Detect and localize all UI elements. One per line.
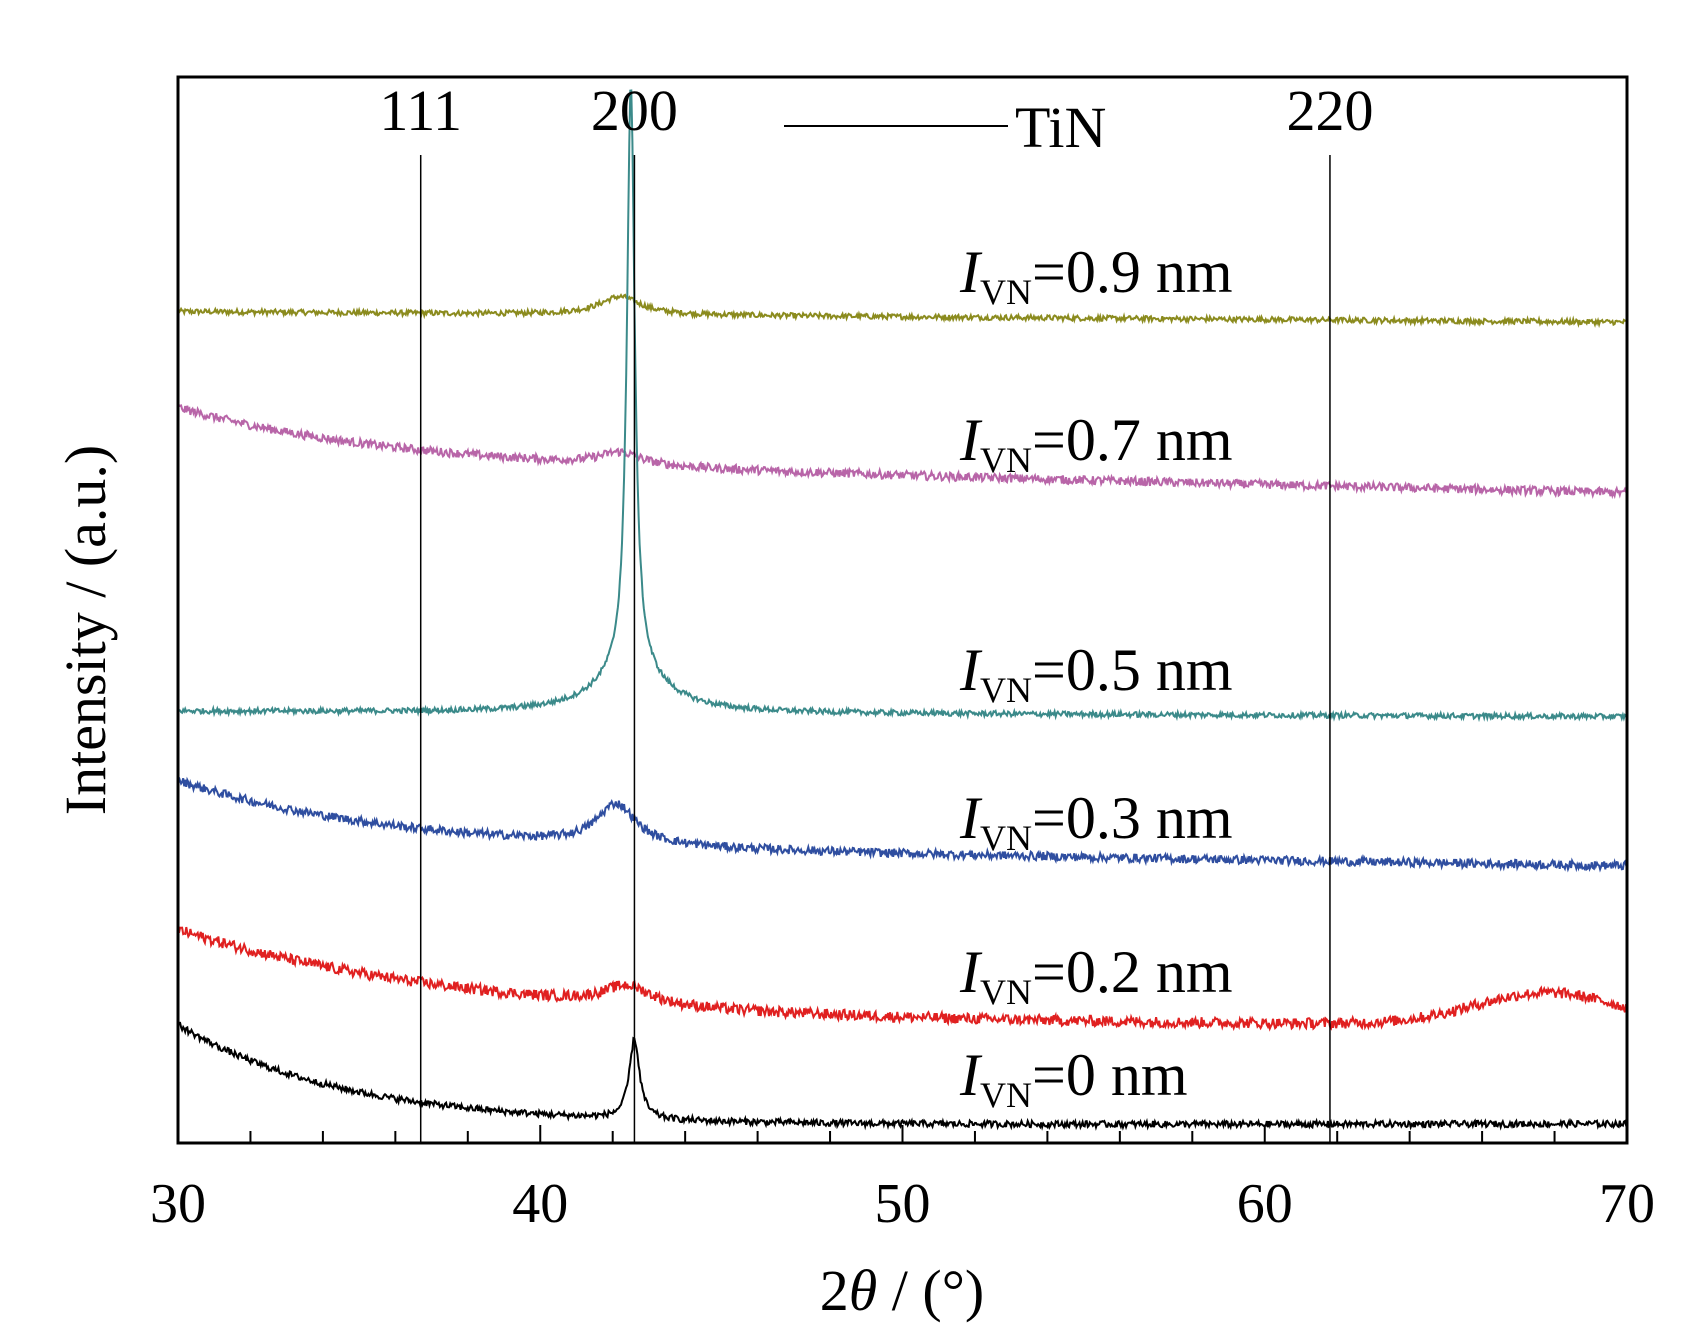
legend-label: TiN [1015, 95, 1106, 160]
x-axis-ticks: 30 40 50 60 70 [150, 1125, 1655, 1235]
series-line-1 [177, 403, 1628, 500]
series-line-3 [177, 776, 1628, 873]
series-label-2: IVN=0.5 nm [959, 637, 1233, 710]
series-line-5 [177, 1021, 1628, 1131]
series-line-4 [177, 926, 1628, 1032]
series-label-symbol: I [959, 1042, 983, 1108]
series-label-subscript: VN [980, 972, 1032, 1012]
series-label-value: =0.2 nm [1032, 939, 1233, 1005]
series-label-symbol: I [959, 239, 983, 305]
series-label-subscript: VN [980, 818, 1032, 858]
series-line-2 [177, 89, 1628, 723]
reference-lines: 111 200 220 [379, 78, 1373, 1143]
series-label-value: =0.3 nm [1032, 785, 1233, 851]
series-label-symbol: I [959, 785, 983, 851]
reference-label-200: 200 [591, 78, 678, 143]
series-label-subscript: VN [980, 440, 1032, 480]
series-label-4: IVN=0.2 nm [959, 939, 1233, 1012]
series-label-subscript: VN [980, 670, 1032, 710]
x-axis-title-unit: / (°) [877, 1258, 984, 1323]
x-tick-label: 50 [875, 1173, 931, 1235]
series-line-0 [177, 293, 1627, 329]
reference-label-111: 111 [379, 78, 462, 143]
legend: TiN [784, 95, 1106, 160]
series-layer [177, 89, 1628, 1131]
series-label-5: IVN=0 nm [959, 1042, 1188, 1115]
x-axis-title-theta: θ [849, 1258, 878, 1323]
series-label-3: IVN=0.3 nm [959, 785, 1233, 858]
series-label-0: IVN=0.9 nm [959, 239, 1233, 312]
x-tick-label: 40 [512, 1173, 568, 1235]
series-label-1: IVN=0.7 nm [959, 407, 1233, 480]
series-label-symbol: I [959, 939, 983, 1005]
reference-label-220: 220 [1286, 78, 1373, 143]
x-axis-title-part: 2 [820, 1258, 849, 1323]
x-tick-label: 30 [150, 1173, 206, 1235]
series-label-symbol: I [959, 637, 983, 703]
series-label-value: =0.7 nm [1032, 407, 1233, 473]
x-tick-label: 60 [1237, 1173, 1293, 1235]
series-label-value: =0.5 nm [1032, 637, 1233, 703]
x-axis-title: 2θ / (°) [820, 1258, 984, 1323]
series-label-symbol: I [959, 407, 983, 473]
series-label-subscript: VN [980, 1075, 1032, 1115]
series-label-value: =0.9 nm [1032, 239, 1233, 305]
y-axis-title: Intensity / (a.u.) [53, 445, 118, 815]
series-label-value: =0 nm [1032, 1042, 1188, 1108]
series-label-subscript: VN [980, 272, 1032, 312]
x-tick-label: 70 [1599, 1173, 1655, 1235]
